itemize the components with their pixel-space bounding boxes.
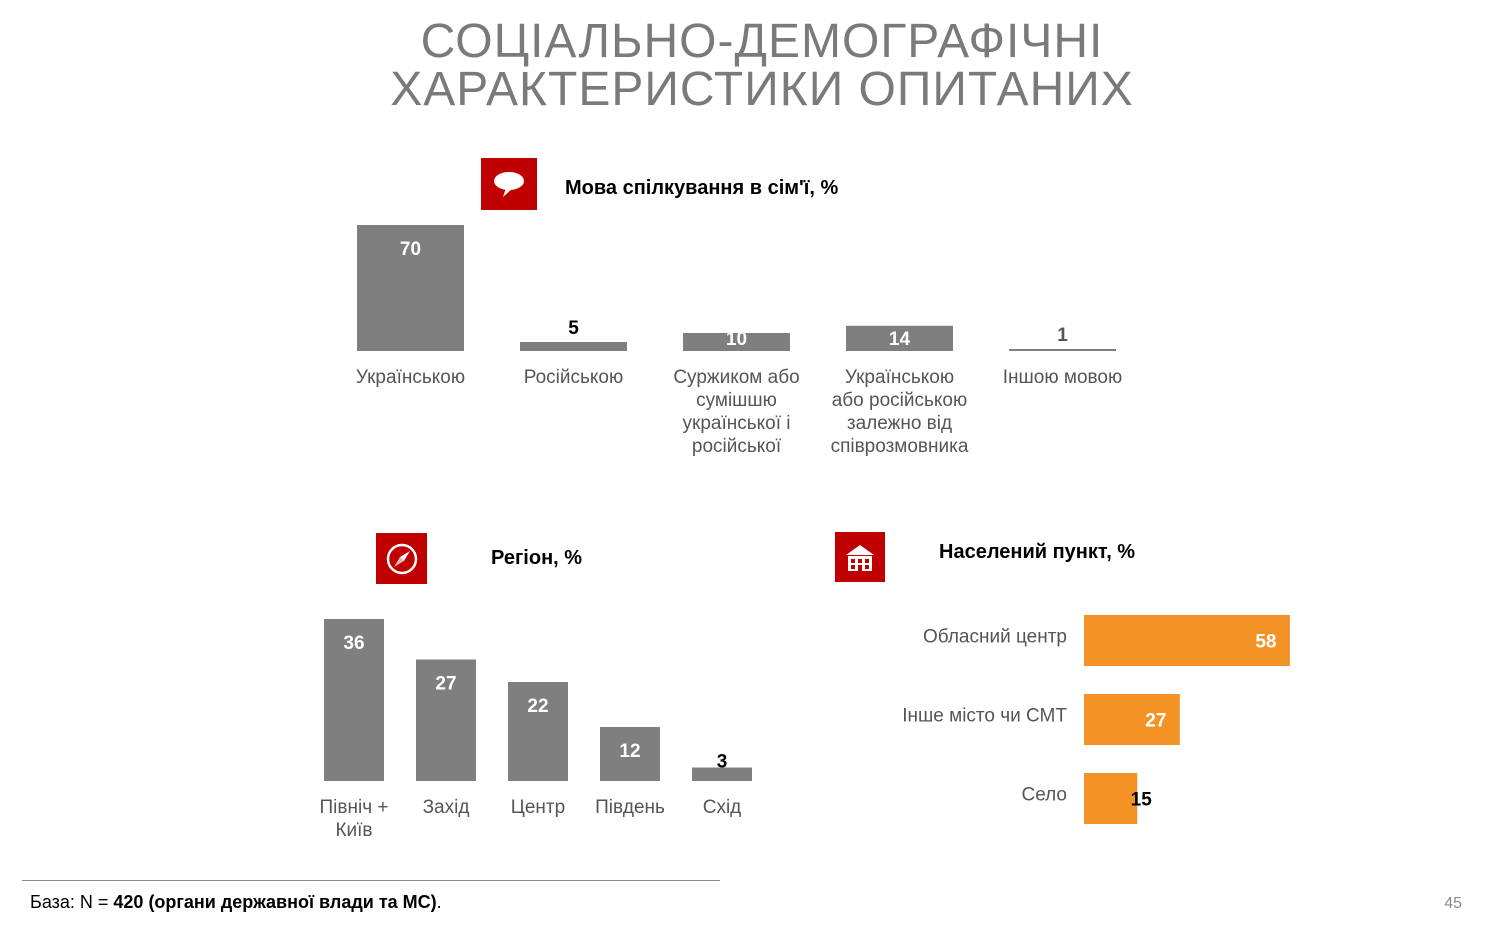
tick-label: або російською — [832, 390, 968, 411]
tick-label: Інше місто чи СМТ — [902, 706, 1067, 727]
settlement-chart-heading: Населений пункт, % — [939, 541, 1136, 563]
data-label: 36 — [343, 633, 364, 654]
tick-label: Схід — [703, 797, 742, 818]
tick-label: співрозмовника — [831, 436, 969, 457]
data-label: 15 — [1131, 790, 1153, 811]
data-label: 5 — [568, 318, 579, 339]
data-label: 27 — [1145, 711, 1166, 732]
data-label: 14 — [889, 329, 911, 350]
tick-label: російської — [692, 436, 782, 457]
bar — [600, 727, 660, 781]
bar — [692, 767, 752, 781]
data-label: 22 — [527, 696, 548, 717]
data-label: 1 — [1057, 325, 1068, 346]
buildings-icon — [835, 532, 885, 582]
bar — [508, 682, 568, 781]
tick-label: Південь — [595, 797, 665, 818]
page-title-line-1: СОЦІАЛЬНО-ДЕМОГРАФІЧНІ — [420, 15, 1104, 68]
bar — [846, 325, 953, 351]
tick-label: Північ + — [320, 797, 389, 818]
tick-label: Село — [1021, 785, 1067, 806]
tick-label: Обласний центр — [923, 627, 1067, 648]
tick-label: Київ — [335, 820, 372, 841]
tick-label: Суржиком або — [673, 367, 799, 388]
compass-icon — [376, 533, 427, 584]
bar — [357, 225, 464, 351]
bar — [683, 333, 790, 351]
page-number: 45 — [1444, 895, 1462, 912]
region-chart-heading: Регіон, % — [491, 547, 583, 569]
footer-sample: 420 (органи державної влади та МС) — [113, 892, 437, 912]
speech-bubble-icon — [481, 158, 537, 210]
page-title-line-2: ХАРАКТЕРИСТИКИ ОПИТАНИХ — [390, 63, 1134, 116]
bar — [1009, 349, 1116, 351]
data-label: 10 — [726, 329, 747, 350]
tick-label: сумішшю — [696, 390, 777, 411]
bar — [1084, 615, 1290, 666]
tick-label: залежно від — [847, 413, 952, 434]
data-label: 27 — [435, 674, 456, 695]
bar — [1084, 773, 1138, 824]
bar — [324, 619, 384, 781]
tick-label: Захід — [423, 797, 470, 818]
footer-suffix: . — [436, 892, 442, 912]
footer-base-note: База: N = 420 (органи державної влади та… — [30, 892, 442, 913]
footer-divider — [22, 880, 720, 881]
bar — [416, 659, 476, 781]
tick-label: української і — [683, 413, 791, 434]
data-label: 12 — [619, 741, 640, 762]
language-chart-heading: Мова спілкування в сім'ї, % — [565, 177, 839, 199]
footer-prefix: База: N = — [30, 892, 114, 912]
tick-label: Російською — [524, 367, 623, 388]
bar — [1084, 694, 1180, 745]
tick-label: Українською — [845, 367, 954, 388]
page-title: СОЦІАЛЬНО-ДЕМОГРАФІЧНІ ХАРАКТЕРИСТИКИ ОП… — [262, 18, 1262, 114]
data-label: 58 — [1255, 632, 1276, 653]
bar — [520, 342, 627, 351]
tick-label: Українською — [356, 367, 465, 388]
tick-label: Іншою мовою — [1003, 367, 1122, 388]
data-label: 70 — [400, 239, 421, 260]
tick-label: Центр — [511, 797, 565, 818]
data-label: 3 — [717, 752, 728, 773]
